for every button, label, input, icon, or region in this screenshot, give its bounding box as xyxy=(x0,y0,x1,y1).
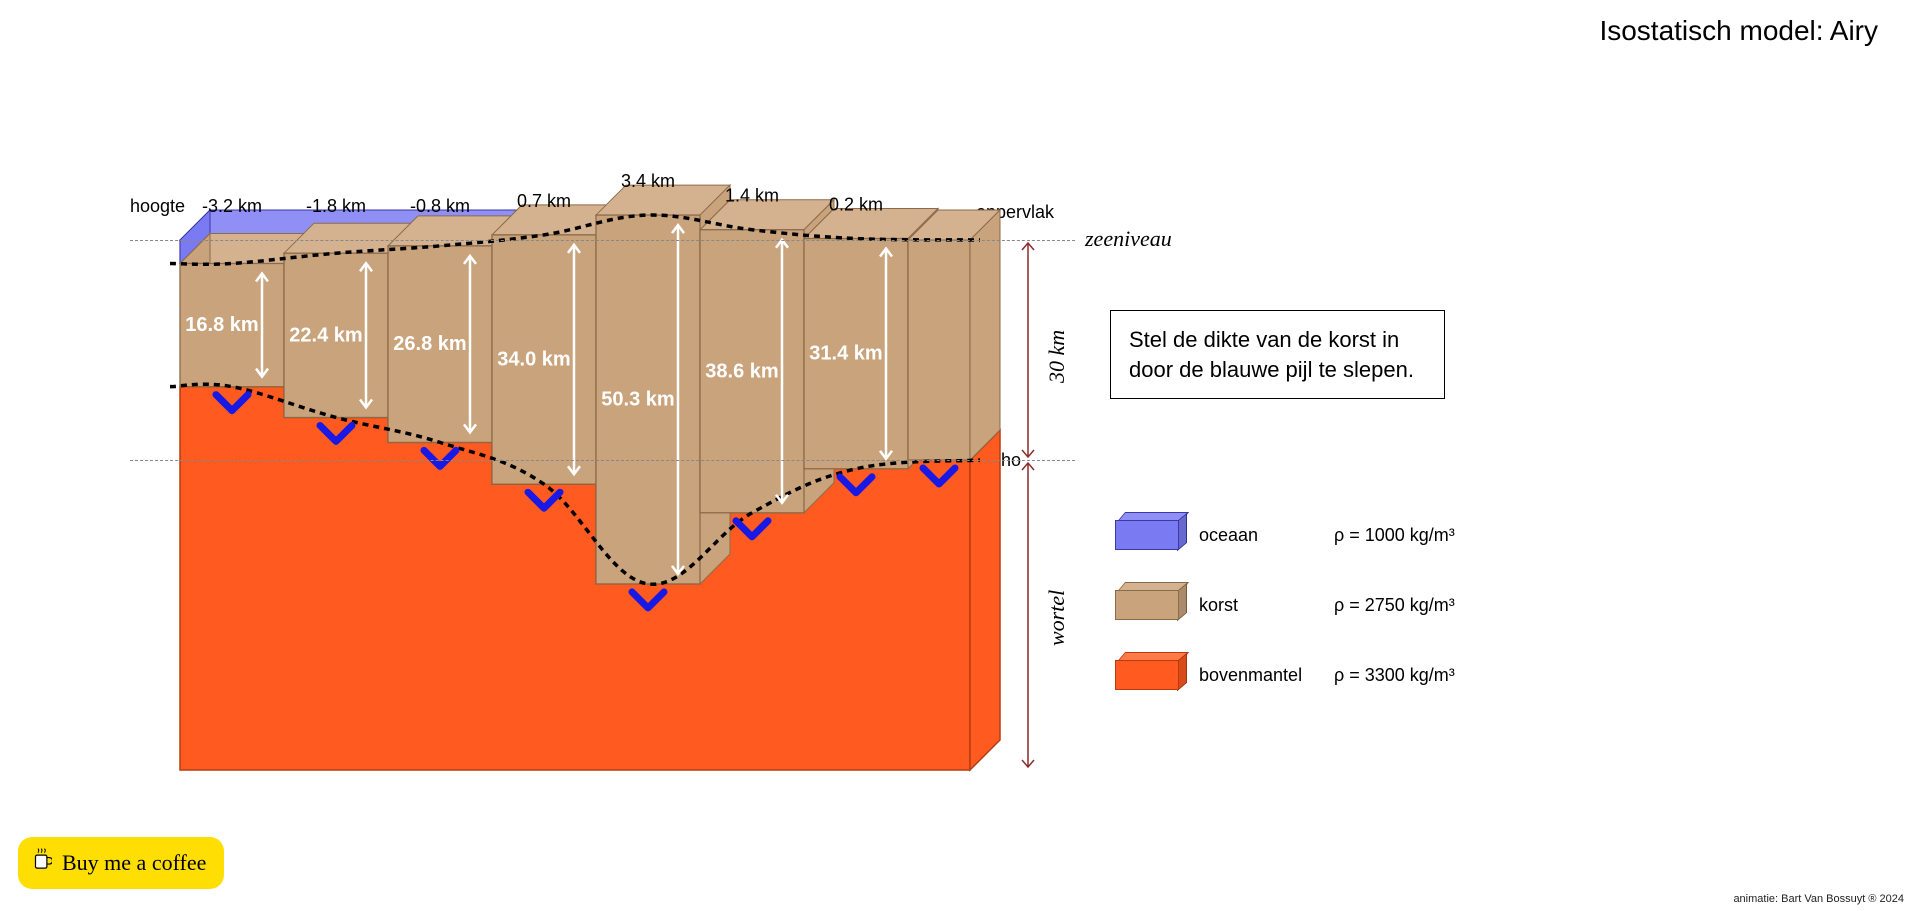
mantle-name: bovenmantel xyxy=(1199,665,1314,686)
buy-me-coffee-button[interactable]: Buy me a coffee xyxy=(18,837,224,889)
thickness-label: 16.8 km xyxy=(185,314,258,336)
height-label: 3.4 km xyxy=(621,171,675,191)
mantle-swatch xyxy=(1115,660,1179,690)
height-label: 1.4 km xyxy=(725,186,779,206)
thickness-label: 34.0 km xyxy=(497,349,570,371)
height-label: -1.8 km xyxy=(306,196,366,216)
instruction-box: Stel de dikte van de korst in door de bl… xyxy=(1110,310,1445,399)
sealevel-guide xyxy=(130,240,1075,241)
crust-rho: ρ = 2750 kg/m³ xyxy=(1334,595,1455,616)
zeeniveau-label: zeeniveau xyxy=(1085,226,1172,252)
legend: oceaan ρ = 1000 kg/m³ korst ρ = 2750 kg/… xyxy=(1115,520,1455,690)
crust-swatch xyxy=(1115,590,1179,620)
legend-mantle: bovenmantel ρ = 3300 kg/m³ xyxy=(1115,660,1455,690)
ocean-name: oceaan xyxy=(1199,525,1314,546)
thickness-label: 26.8 km xyxy=(393,333,466,355)
height-label: -3.2 km xyxy=(202,196,262,216)
buy-me-coffee-label: Buy me a coffee xyxy=(62,850,206,876)
diagram-stage: 16.8 km 22.4 km 26.8 km 34.0 km 50.3 km 38.6 … xyxy=(130,90,1070,710)
page-title: Isostatisch model: Airy xyxy=(1599,15,1878,47)
ocean-rho: ρ = 1000 kg/m³ xyxy=(1334,525,1455,546)
ocean-swatch xyxy=(1115,520,1179,550)
credit-text: animatie: Bart Van Bossuyt ® 2024 xyxy=(1733,893,1904,905)
thickness-label: 22.4 km xyxy=(289,324,362,346)
height-label: -0.8 km xyxy=(410,196,470,216)
height-label: 0.7 km xyxy=(517,191,571,211)
mantle-rho: ρ = 3300 kg/m³ xyxy=(1334,665,1455,686)
height-label: 0.2 km xyxy=(829,195,883,215)
legend-ocean: oceaan ρ = 1000 kg/m³ xyxy=(1115,520,1455,550)
moho-guide xyxy=(130,460,1075,461)
coffee-cup-icon xyxy=(32,847,52,879)
thickness-label: 50.3 km xyxy=(601,388,674,410)
thickness-label: 31.4 km xyxy=(809,343,882,365)
airy-diagram: 16.8 km 22.4 km 26.8 km 34.0 km 50.3 km 38.6 … xyxy=(130,90,1070,790)
thickness-label: 38.6 km xyxy=(705,360,778,382)
crust-name: korst xyxy=(1199,595,1314,616)
legend-crust: korst ρ = 2750 kg/m³ xyxy=(1115,590,1455,620)
